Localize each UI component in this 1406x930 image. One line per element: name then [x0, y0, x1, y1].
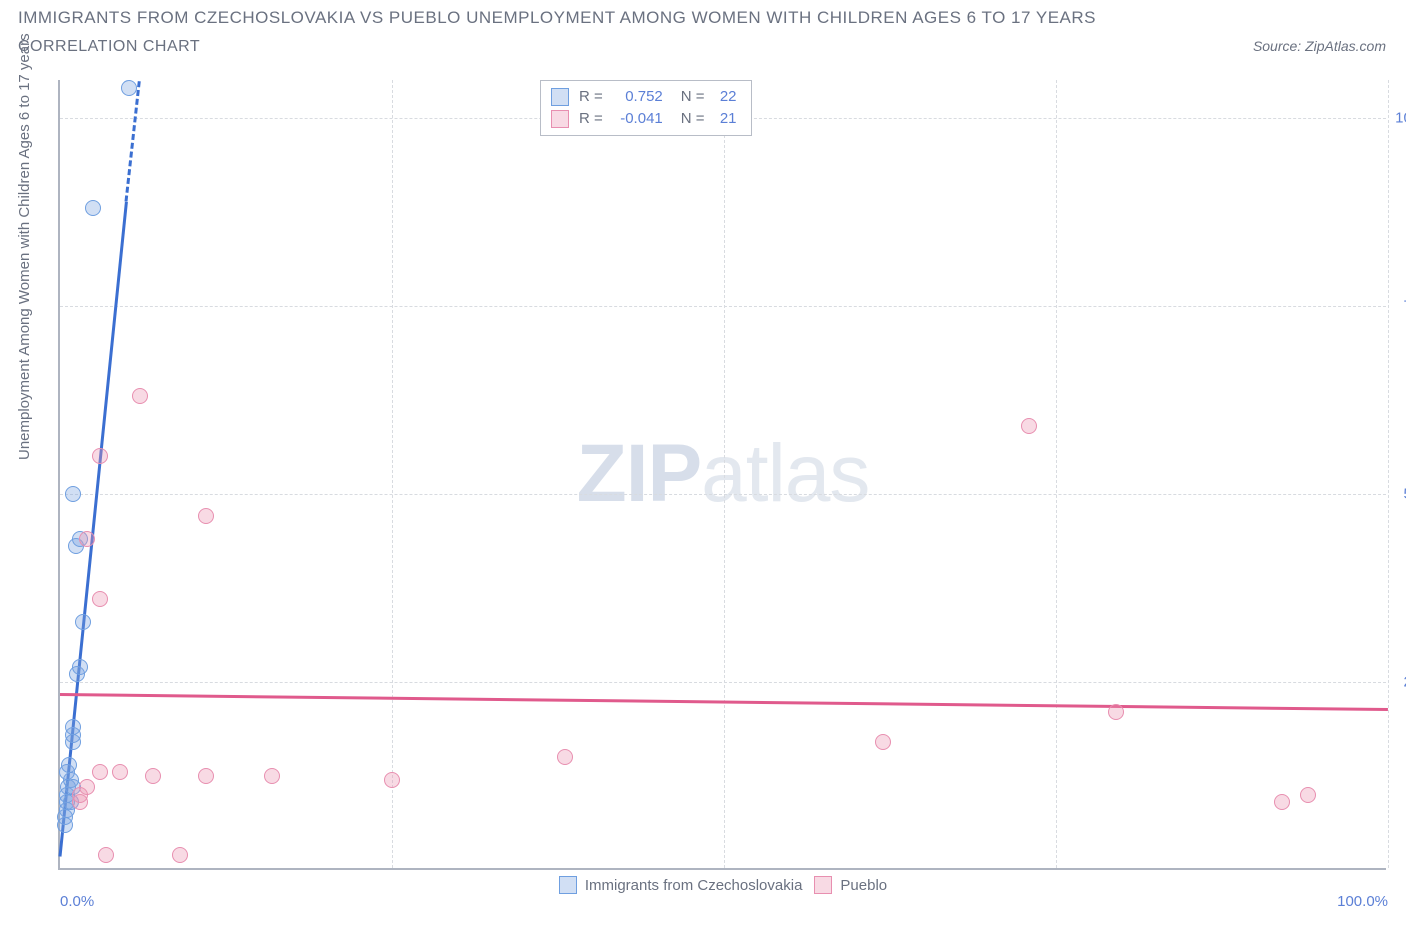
scatter-point: [79, 531, 95, 547]
scatter-point: [198, 508, 214, 524]
legend-series-label: Immigrants from Czechoslovakia: [585, 877, 803, 894]
scatter-point: [72, 659, 88, 675]
y-axis-label: Unemployment Among Women with Children A…: [16, 33, 33, 460]
gridline-h: [60, 306, 1386, 307]
legend-bottom: Immigrants from Czechoslovakia Pueblo: [60, 876, 1386, 894]
legend-r-value: 0.752: [611, 86, 663, 108]
scatter-point: [1300, 787, 1316, 803]
legend-r-value: -0.041: [611, 108, 663, 130]
scatter-point: [557, 749, 573, 765]
legend-r-label: R =: [579, 86, 603, 108]
legend-n-value: 21: [713, 108, 737, 130]
chart-title-line2: CORRELATION CHART: [18, 38, 200, 56]
scatter-point: [1021, 418, 1037, 434]
y-tick-label: 75.0%: [1391, 297, 1406, 314]
watermark-light: atlas: [701, 428, 869, 519]
gridline-v: [1388, 80, 1389, 868]
scatter-point: [1108, 704, 1124, 720]
legend-n-label: N =: [681, 108, 705, 130]
y-tick-label: 25.0%: [1391, 673, 1406, 690]
chart-title-line1: IMMIGRANTS FROM CZECHOSLOVAKIA VS PUEBLO…: [18, 8, 1096, 28]
legend-top-row: R = 0.752 N = 22: [551, 86, 737, 108]
legend-bottom-item: Pueblo: [814, 876, 887, 894]
legend-top: R = 0.752 N = 22 R = -0.041 N = 21: [540, 80, 752, 136]
scatter-point: [79, 779, 95, 795]
watermark-bold: ZIP: [577, 428, 702, 519]
legend-swatch: [551, 88, 569, 106]
scatter-point: [132, 388, 148, 404]
legend-bottom-item: Immigrants from Czechoslovakia: [559, 876, 803, 894]
x-tick-label: 100.0%: [1337, 893, 1388, 910]
scatter-point: [92, 591, 108, 607]
legend-r-label: R =: [579, 108, 603, 130]
legend-swatch: [559, 876, 577, 894]
watermark: ZIPatlas: [577, 427, 870, 521]
scatter-point: [875, 734, 891, 750]
legend-n-label: N =: [681, 86, 705, 108]
scatter-point: [57, 817, 73, 833]
scatter-point: [92, 764, 108, 780]
source-attribution: Source: ZipAtlas.com: [1253, 38, 1386, 54]
scatter-point: [172, 847, 188, 863]
scatter-point: [92, 448, 108, 464]
y-tick-label: 50.0%: [1391, 485, 1406, 502]
scatter-point: [145, 768, 161, 784]
scatter-point: [65, 719, 81, 735]
legend-swatch: [814, 876, 832, 894]
scatter-point: [121, 80, 137, 96]
gridline-v: [1056, 80, 1057, 868]
x-tick-label: 0.0%: [60, 893, 94, 910]
scatter-point: [198, 768, 214, 784]
legend-top-row: R = -0.041 N = 21: [551, 108, 737, 130]
scatter-point: [384, 772, 400, 788]
scatter-point: [1274, 794, 1290, 810]
legend-swatch: [551, 110, 569, 128]
trend-line: [125, 81, 141, 202]
legend-n-value: 22: [713, 86, 737, 108]
scatter-point: [65, 486, 81, 502]
plot-area: ZIPatlas Immigrants from CzechoslovakiaP…: [58, 80, 1386, 870]
scatter-point: [98, 847, 114, 863]
gridline-v: [724, 80, 725, 868]
scatter-point: [61, 757, 77, 773]
legend-series-label: Pueblo: [840, 877, 887, 894]
gridline-v: [392, 80, 393, 868]
gridline-h: [60, 494, 1386, 495]
scatter-point: [112, 764, 128, 780]
gridline-h: [60, 682, 1386, 683]
scatter-point: [85, 200, 101, 216]
y-tick-label: 100.0%: [1391, 109, 1406, 126]
scatter-point: [264, 768, 280, 784]
scatter-point: [75, 614, 91, 630]
